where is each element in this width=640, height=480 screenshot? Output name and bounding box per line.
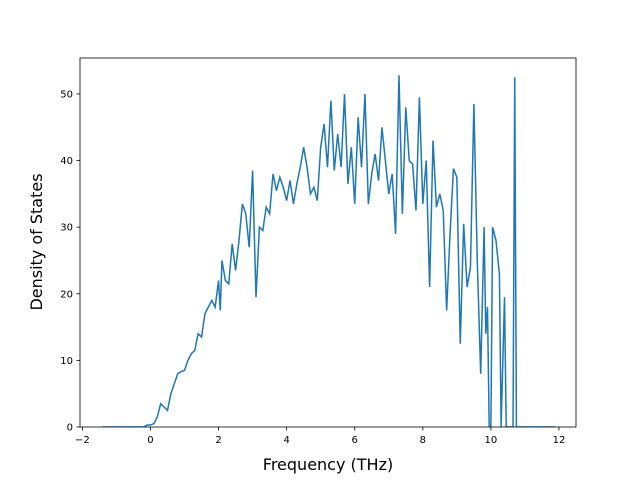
x-tick-label: 8 [420, 435, 426, 446]
y-axis-label: Density of States [27, 173, 46, 310]
data-line [102, 75, 556, 427]
y-tick-label: 30 [60, 223, 73, 234]
x-tick-label: −2 [75, 435, 90, 446]
y-tick-label: 20 [60, 289, 73, 300]
plot-frame [79, 57, 577, 428]
x-tick-label: 10 [485, 435, 498, 446]
y-tick-label: 50 [60, 89, 73, 100]
y-tick-label: 40 [60, 156, 73, 167]
x-tick-label: 2 [215, 435, 221, 446]
x-tick-label: 0 [147, 435, 153, 446]
x-tick-label: 12 [553, 435, 566, 446]
x-tick-label: 6 [352, 435, 358, 446]
y-tick-label: 0 [67, 423, 73, 434]
x-axis-label: Frequency (THz) [263, 455, 393, 474]
y-tick-label: 10 [60, 356, 73, 367]
x-tick-label: 4 [283, 435, 289, 446]
